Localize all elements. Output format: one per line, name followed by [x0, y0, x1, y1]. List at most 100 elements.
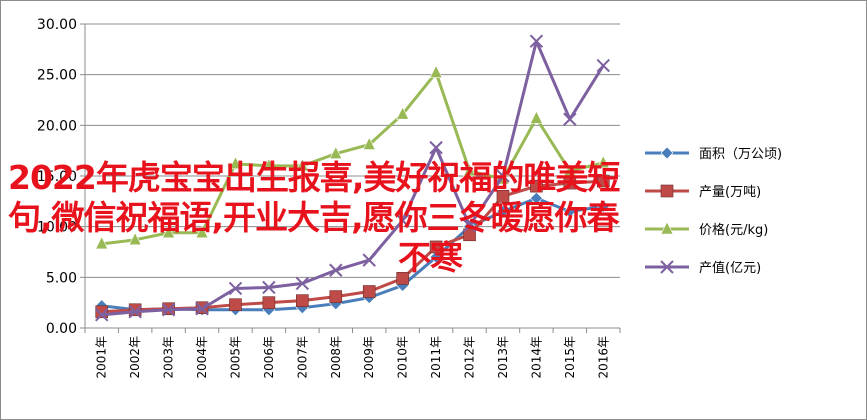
data-point [463, 163, 477, 177]
overlay-title-line1: 2022年虎宝宝出生报喜,美好祝福的唯美短 [8, 158, 620, 197]
data-point [529, 191, 543, 205]
legend-label: 价格(元/kg) [699, 222, 768, 238]
data-point [563, 176, 577, 190]
y-tick-label: 30.00 [37, 17, 77, 33]
data-point [228, 156, 242, 170]
data-point [529, 110, 543, 124]
x-tick-label: 2016年 [596, 336, 610, 379]
x-tick-label: 2012年 [463, 336, 477, 379]
data-point [295, 276, 310, 291]
series-3 [95, 64, 610, 250]
data-point [195, 302, 209, 316]
x-tick-label: 2003年 [162, 336, 176, 379]
data-point-stroke [295, 276, 310, 291]
y-tick-labels: 0.00 5.00 10.00 15.00 20.00 25.00 30.00 [37, 17, 77, 337]
legend-label: 面积（万公顷) [699, 147, 782, 162]
data-point-stroke [128, 305, 142, 319]
x-tick-label: 2009年 [362, 336, 376, 379]
data-point [128, 232, 142, 246]
data-point [329, 290, 343, 303]
series-line [101, 39, 605, 317]
legend: 面积（万公顷) 产量(万吨) 价格(元/kg) 产值(亿元) [645, 146, 782, 276]
data-point [429, 140, 443, 155]
y-tick-label: 20.00 [37, 118, 77, 134]
y-tick-label: 15.00 [37, 169, 77, 185]
data-point-stroke [95, 308, 109, 322]
x-tick-label: 2006年 [262, 336, 276, 379]
x-tick-label: 2008年 [329, 336, 343, 379]
data-point [162, 225, 176, 239]
data-point-stroke [429, 140, 443, 155]
x-tick-label: 2005年 [228, 336, 242, 379]
overlay-title-line2: 句,微信祝福语,开业大吉,愿你三冬暖愿你春 [8, 198, 620, 237]
data-point [660, 146, 674, 160]
legend-item-4: 产值(亿元) [645, 260, 761, 276]
data-point-stroke [195, 302, 209, 316]
data-point-stroke [563, 112, 577, 126]
data-point [161, 303, 176, 317]
data-point [429, 240, 443, 254]
legend-item-3: 价格(元/kg) [645, 221, 768, 238]
data-point [563, 205, 577, 218]
data-point [596, 58, 610, 73]
data-point-stroke [660, 260, 674, 274]
x-tick-label: 2013年 [496, 336, 510, 379]
data-point [463, 228, 476, 242]
series-line [101, 71, 604, 246]
x-tick-label: 2001年 [95, 336, 109, 379]
data-point [362, 253, 376, 267]
data-point [660, 184, 674, 198]
data-point [229, 298, 242, 311]
data-point-stroke [496, 169, 510, 183]
data-point [395, 213, 410, 228]
data-point [396, 272, 409, 285]
data-point [596, 174, 610, 188]
data-point [596, 199, 610, 213]
y-tick-label: 5.00 [46, 270, 77, 286]
data-point [95, 236, 109, 250]
data-point [496, 205, 510, 218]
legend-item-2: 产量(万吨) [645, 184, 761, 200]
axes [80, 23, 621, 333]
y-tick-label: 10.00 [37, 220, 77, 236]
data-point [462, 218, 477, 233]
data-point [128, 303, 142, 317]
y-tick-label: 0.00 [46, 321, 77, 337]
data-point [596, 155, 610, 169]
data-point [660, 260, 674, 274]
legend-label: 产量(万吨) [699, 185, 761, 200]
x-tick-label: 2014年 [529, 336, 543, 379]
legend-label: 产值(亿元) [699, 260, 761, 276]
data-point-stroke [395, 213, 410, 228]
data-point [496, 169, 510, 183]
x-tick-label: 2002年 [128, 336, 142, 379]
data-point [563, 112, 577, 126]
data-point [95, 308, 109, 322]
data-point [329, 263, 343, 277]
x-tick-label: 2015年 [563, 336, 577, 379]
data-point-stroke [529, 34, 544, 48]
x-tick-label: 2011年 [429, 336, 443, 379]
data-point [329, 146, 343, 160]
data-point [529, 34, 544, 48]
data-point [128, 305, 142, 319]
overlay-title: 2022年虎宝宝出生报喜,美好祝福的唯美短 句,微信祝福语,开业大吉,愿你三冬暖… [8, 158, 808, 278]
series-4 [95, 34, 610, 322]
data-point-stroke [329, 263, 343, 277]
data-point [228, 281, 243, 296]
data-point [429, 250, 443, 264]
data-point [262, 158, 276, 172]
x-tick-label: 2010年 [396, 336, 410, 379]
data-point [530, 179, 543, 193]
data-point [295, 158, 309, 172]
data-point [660, 221, 674, 235]
data-point [262, 296, 276, 309]
data-point [262, 280, 276, 295]
data-point [563, 163, 577, 177]
overlay-title-line3: 不寒 [398, 238, 463, 277]
data-point-stroke [228, 281, 243, 296]
x-tick-label: 2004年 [195, 336, 209, 379]
series-group [95, 34, 610, 322]
